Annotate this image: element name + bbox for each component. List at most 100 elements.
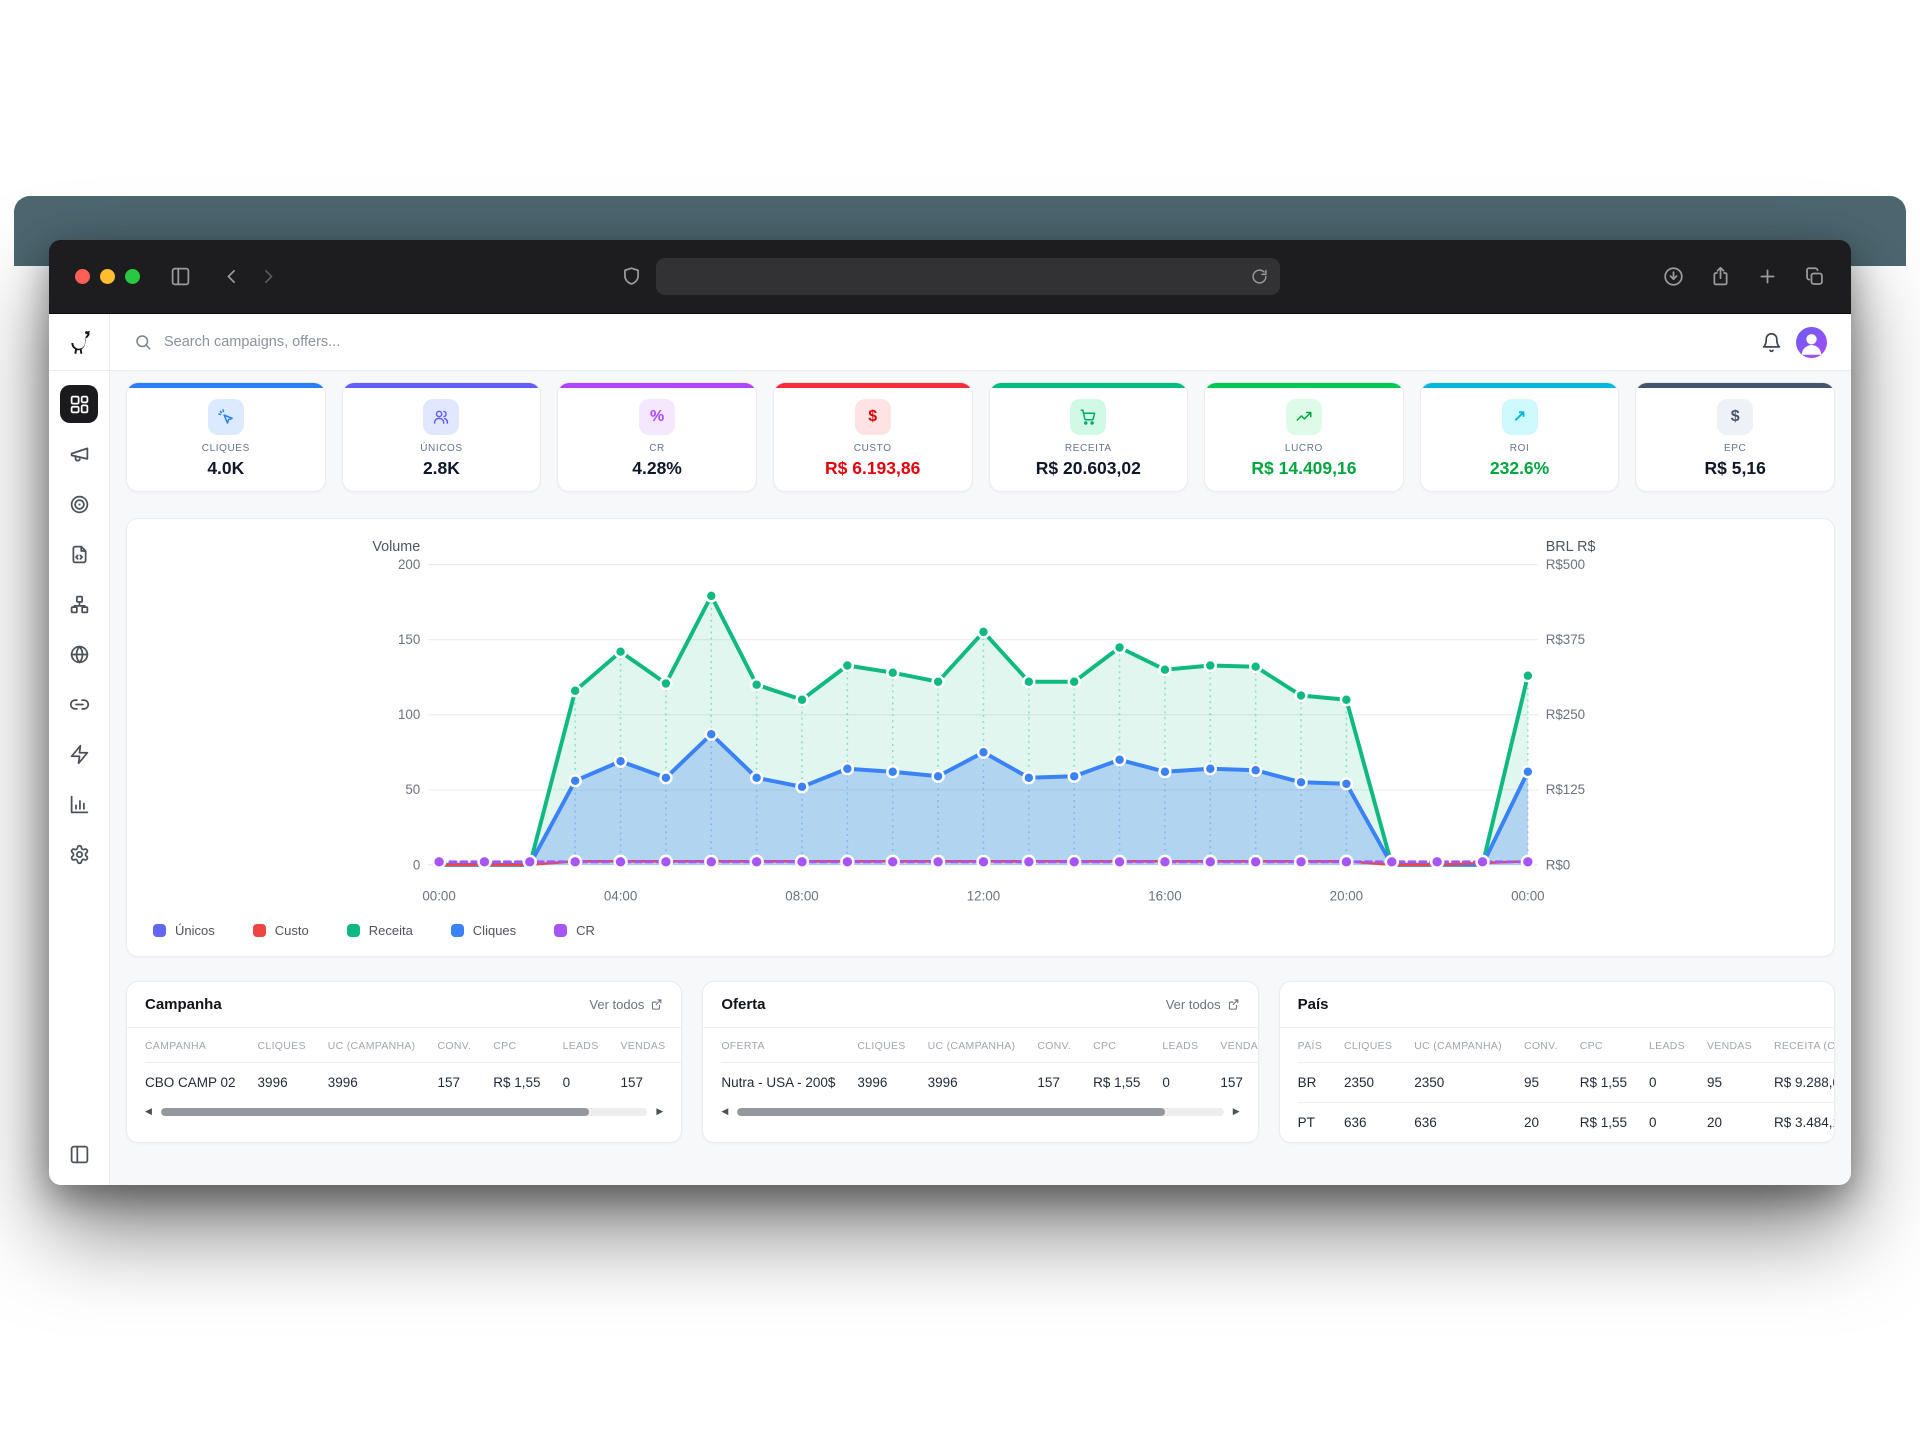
scrollbar-track[interactable] [737, 1107, 1224, 1116]
search-icon [134, 333, 152, 351]
sidebar-item-offers[interactable] [60, 485, 98, 523]
legend-item-únicos[interactable]: Únicos [153, 923, 215, 938]
kpi-body: ↗ ROI 232.6% [1421, 388, 1619, 479]
sidebar-item-dashboard[interactable] [60, 385, 98, 423]
traffic-lights [75, 269, 140, 284]
cell: 3996 [257, 1062, 328, 1103]
user-avatar[interactable] [1796, 326, 1827, 358]
kpi-accent-bar [1205, 383, 1403, 388]
kpi-card-cliques: CLIQUES 4.0K [126, 382, 326, 492]
cell: R$ 1,55 [1579, 1062, 1650, 1103]
column-header: OFERTA [721, 1040, 765, 1053]
column-header: UC (CAMPANHA) [327, 1040, 416, 1053]
downloads-icon[interactable] [1663, 266, 1684, 287]
kpi-accent-bar [558, 383, 756, 388]
column-header: CAMPANHA [145, 1040, 207, 1053]
forward-icon[interactable] [258, 266, 279, 287]
legend-item-cliques[interactable]: Cliques [450, 923, 516, 938]
shield-icon[interactable] [621, 266, 642, 287]
scroll-left-arrow[interactable]: ◀ [145, 1106, 152, 1117]
svg-text:Volume: Volume [372, 539, 420, 555]
svg-text:100: 100 [398, 707, 420, 722]
file-code-icon [69, 544, 90, 565]
sidebar-item-reports[interactable] [60, 785, 98, 823]
zoom-button[interactable] [125, 269, 140, 284]
kpi-label: EPC [1724, 443, 1747, 454]
external-link-icon [1227, 998, 1240, 1011]
table-wrap: PAÍS CLIQUES UC (CAMPANHA) CONV. CPC LEADS VEN… [1280, 1028, 1834, 1143]
users-icon [432, 408, 450, 426]
svg-text:16:00: 16:00 [1148, 888, 1181, 903]
scroll-right-arrow[interactable]: ▶ [1232, 1106, 1240, 1117]
titlebar-right [1280, 266, 1826, 287]
notifications-bell-icon[interactable] [1761, 332, 1782, 353]
cell: 0 [562, 1062, 621, 1103]
cell: 0 [1649, 1062, 1707, 1103]
back-icon[interactable] [221, 266, 242, 287]
kpi-accent-bar [1636, 383, 1834, 388]
table-card-campanha: Campanha Ver todos CAMPANHA CLIQUES UC (CAMP… [126, 981, 683, 1144]
kpi-accent-bar [989, 383, 1188, 388]
app-shell: CLIQUES 4.0K ÚNICOS 2.8K% CR 4.28% $ CUSTO R$ 6.… [49, 314, 1851, 1185]
table-wrap: OFERTA CLIQUES UC (CAMPANHA) CONV. CPC LEADS V… [703, 1028, 1258, 1103]
legend-item-custo[interactable]: Custo [252, 923, 309, 938]
legend-item-cr[interactable]: CR [554, 923, 595, 938]
cell: R$ 1,55 [1579, 1102, 1650, 1143]
legend-swatch [450, 924, 464, 938]
sidebar-item-funnels[interactable] [60, 585, 98, 623]
minimize-button[interactable] [100, 269, 115, 284]
kpi-body: CLIQUES 4.0K [127, 388, 325, 479]
kpi-card-cr: % CR 4.28% [557, 382, 757, 492]
kpi-card-lucro: LUCRO R$ 14.409,16 [1204, 382, 1404, 492]
sidebar-toggle-icon[interactable] [170, 266, 191, 287]
cell: Nutra - USA - 200$ [721, 1062, 858, 1103]
share-icon[interactable] [1710, 266, 1731, 287]
sidebar-collapse-button[interactable] [60, 1135, 98, 1173]
kpi-icon-box [1070, 399, 1107, 435]
kpi-body: $ EPC R$ 5,16 [1636, 388, 1834, 479]
browser-window: CLIQUES 4.0K ÚNICOS 2.8K% CR 4.28% $ CUSTO R$ 6.… [49, 240, 1851, 1185]
svg-text:150: 150 [398, 632, 420, 647]
scroll-right-arrow[interactable]: ▶ [656, 1106, 664, 1117]
ver-todos-label: Ver todos [589, 997, 645, 1013]
new-tab-icon[interactable] [1757, 266, 1778, 287]
column-header: VENDAS [1220, 1040, 1258, 1053]
tab-overview-icon[interactable] [1804, 266, 1825, 287]
scrollbar-thumb[interactable] [160, 1107, 590, 1116]
ver-todos-link[interactable]: Ver todos [1166, 997, 1240, 1012]
kpi-icon-box: % [639, 399, 676, 435]
sidebar-item-automations[interactable] [60, 735, 98, 773]
reload-icon[interactable] [1251, 268, 1268, 285]
sidebar-item-settings[interactable] [60, 835, 98, 873]
kpi-value: R$ 5,16 [1704, 458, 1766, 478]
table-card-oferta: Oferta Ver todos OFERTA CLIQUES UC (CAMPANHA… [702, 981, 1259, 1144]
column-header: CLIQUES [257, 1040, 306, 1053]
scrollbar-track[interactable] [160, 1107, 648, 1116]
sidebar-item-campaigns[interactable] [60, 435, 98, 473]
sidebar-item-domains[interactable] [60, 635, 98, 673]
kpi-body: ÚNICOS 2.8K [343, 388, 541, 479]
column-header: RECEITA (CO [1773, 1040, 1834, 1053]
address-bar[interactable] [655, 258, 1280, 295]
scroll-left-arrow[interactable]: ◀ [721, 1106, 729, 1117]
kpi-value: 232.6% [1489, 458, 1550, 478]
sidebar-item-links[interactable] [60, 685, 98, 723]
column-header: CONV. [1037, 1040, 1072, 1053]
sidebar-item-landing-pages[interactable] [60, 535, 98, 573]
dollar-icon: $ [868, 408, 878, 425]
cell: R$ 9.288,09 [1773, 1062, 1834, 1103]
search-input[interactable] [164, 334, 1747, 350]
legend-item-receita[interactable]: Receita [346, 923, 413, 938]
scrollbar-thumb[interactable] [737, 1107, 1166, 1116]
svg-text:00:00: 00:00 [1511, 888, 1544, 903]
table-head: Campanha Ver todos [127, 982, 682, 1029]
cell: 0 [1649, 1102, 1707, 1143]
ver-todos-link[interactable]: Ver todos [589, 997, 663, 1012]
kpi-value: 4.0K [207, 458, 245, 478]
table-card-país: País PAÍS CLIQUES UC (CAMPANHA) CONV. CPC LEAD… [1278, 981, 1835, 1144]
svg-text:00:00: 00:00 [422, 888, 455, 903]
close-button[interactable] [75, 269, 90, 284]
kpi-icon-box [423, 399, 460, 435]
percent-icon: % [649, 408, 665, 425]
column-header: CLIQUES [857, 1040, 906, 1053]
